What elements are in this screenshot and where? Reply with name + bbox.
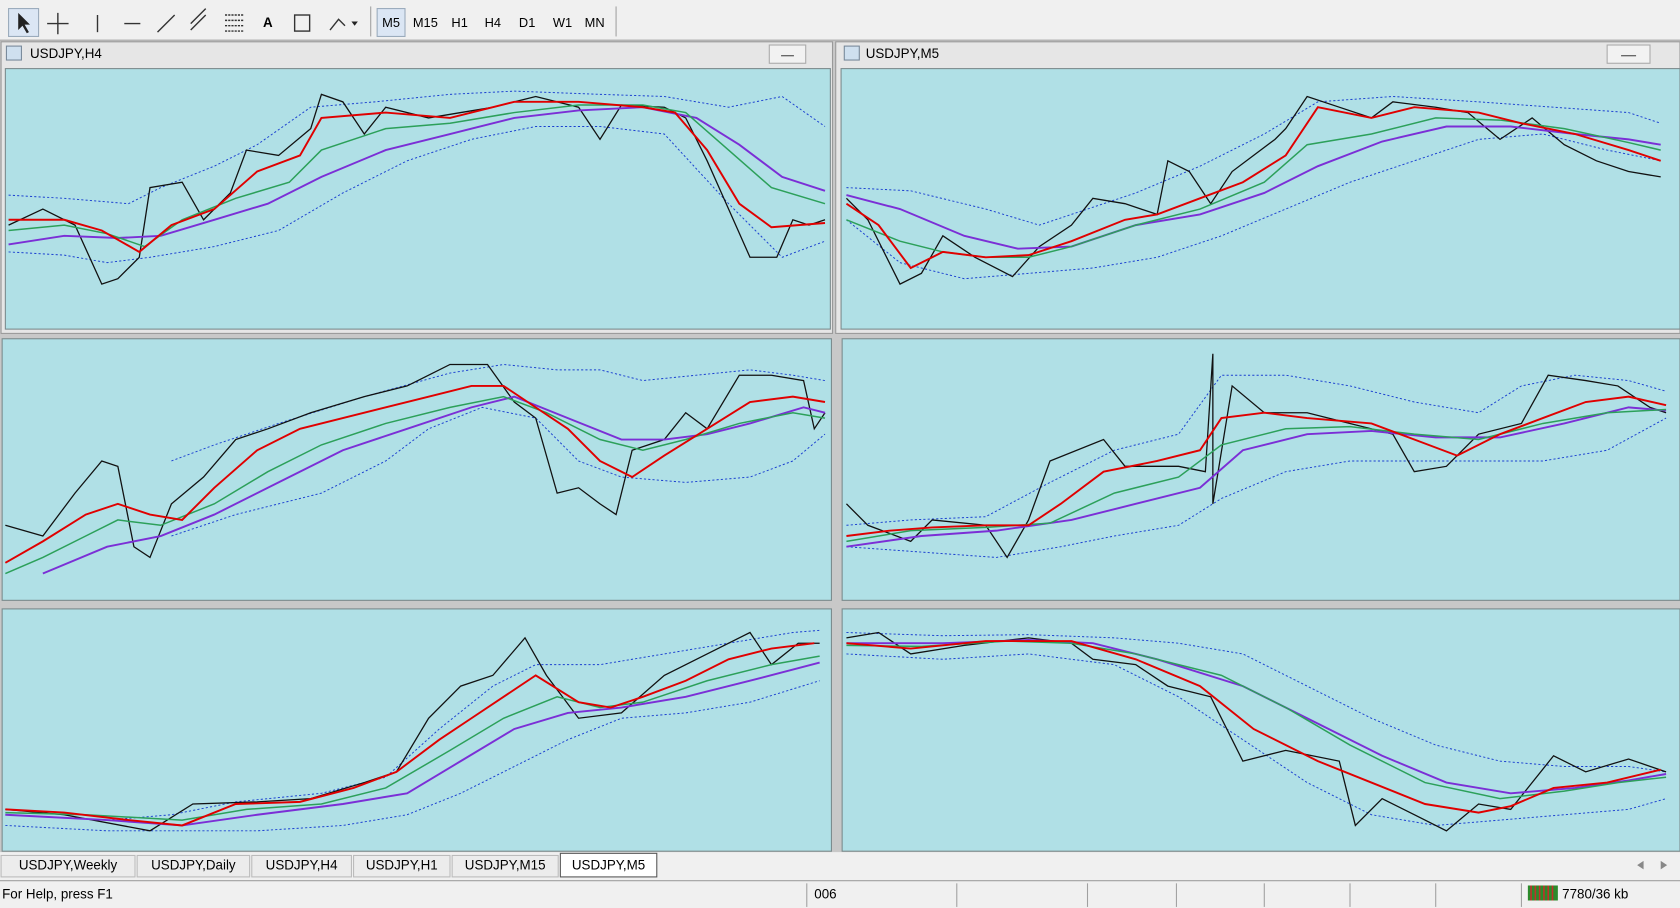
tab[interactable] <box>559 852 658 878</box>
timeframe-buttons[interactable]: M5 M15 H1 H4 D1 W1 MN <box>382 15 605 30</box>
tab[interactable] <box>0 854 136 878</box>
timeframe-button[interactable]: W1 <box>553 15 572 30</box>
tab-label[interactable]: USDJPY,M15 <box>465 858 546 873</box>
chart-window[interactable]: USDJPY,M5 <box>835 41 1680 334</box>
chart-window[interactable]: USDJPY,H4 <box>0 41 834 334</box>
connection-indicator <box>1527 885 1558 901</box>
tab-label[interactable]: USDJPY,M5 <box>572 858 645 873</box>
indicators <box>4 90 1667 832</box>
chart-tabs[interactable]: USDJPY,Weekly USDJPY,Daily USDJPY,H4 USDJPY… <box>0 852 658 878</box>
chart-pane[interactable] <box>1 338 832 601</box>
tab-label[interactable]: USDJPY,Daily <box>151 858 236 873</box>
chart-pane[interactable] <box>841 608 1680 852</box>
status-traffic: 7780/36 kb <box>1562 887 1628 902</box>
timeframe-button[interactable]: D1 <box>519 15 535 30</box>
tab[interactable] <box>136 854 251 878</box>
timeframe-button[interactable]: H4 <box>485 15 501 30</box>
timeframe-button[interactable]: M5 <box>382 15 400 30</box>
svg-text:A: A <box>263 15 273 30</box>
status-bar <box>0 881 1680 908</box>
tab-label[interactable]: USDJPY,Weekly <box>19 858 118 873</box>
chart-pane[interactable] <box>841 338 1680 601</box>
chart-pane[interactable] <box>1 608 832 852</box>
tab[interactable] <box>251 854 352 878</box>
toolbar <box>0 0 1680 41</box>
tab[interactable] <box>451 854 559 878</box>
tab-label[interactable]: USDJPY,H1 <box>366 858 438 873</box>
window-title: USDJPY,H4 <box>30 46 102 61</box>
status-field: 006 <box>814 887 836 902</box>
status-help: For Help, press F1 <box>2 887 113 902</box>
tab-label[interactable]: USDJPY,H4 <box>266 858 338 873</box>
window-title: USDJPY,M5 <box>866 46 939 61</box>
timeframe-button[interactable]: MN <box>585 15 605 30</box>
tab[interactable] <box>353 854 451 878</box>
drawing-tools[interactable]: A <box>8 8 358 37</box>
timeframe-button[interactable]: M15 <box>413 15 438 30</box>
timeframe-button[interactable]: H1 <box>451 15 467 30</box>
